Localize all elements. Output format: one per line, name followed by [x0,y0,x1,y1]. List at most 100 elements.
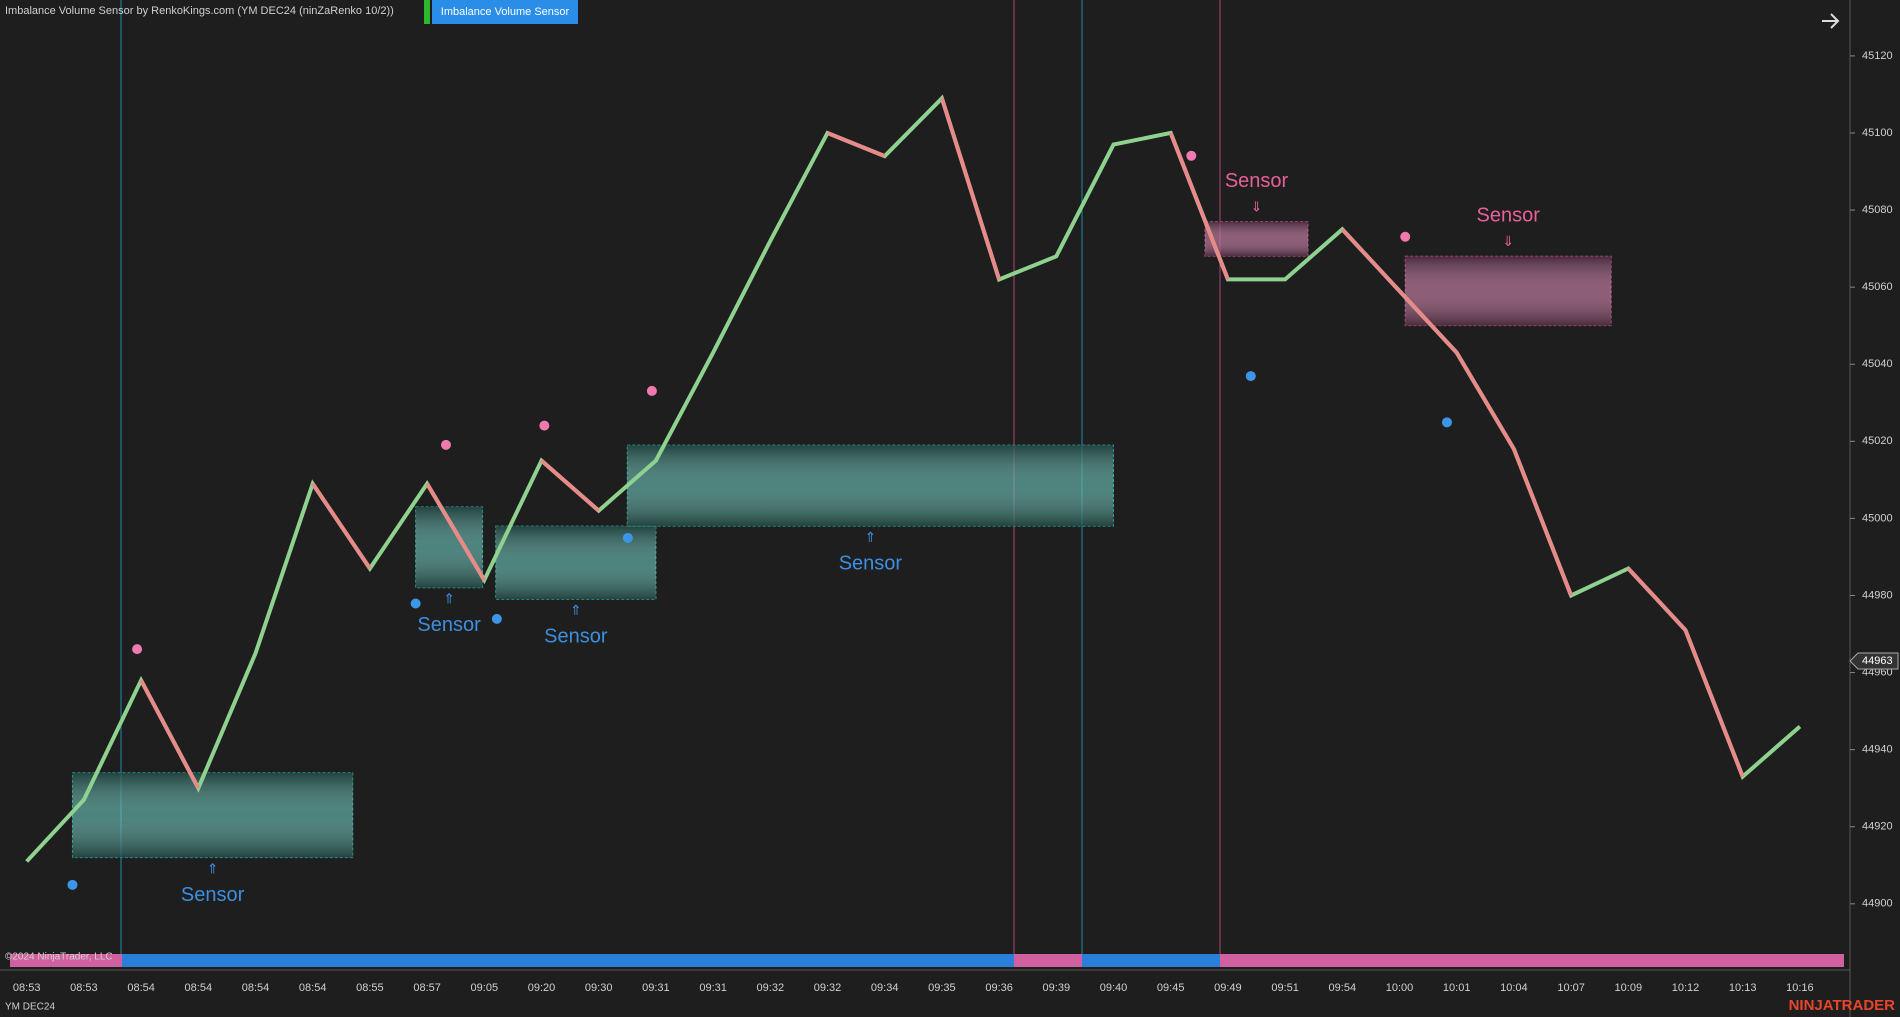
instrument: YM DEC24 [5,1002,55,1013]
signal-dot [491,613,502,624]
trend-strip [1220,954,1844,967]
x-tick-label: 09:30 [585,982,613,994]
x-tick-label: 09:35 [928,982,956,994]
last-price-label: 44963 [1862,655,1893,667]
x-tick-label: 10:16 [1786,982,1814,994]
y-tick-label: 44940 [1862,744,1893,756]
x-tick-label: 09:34 [871,982,899,994]
signal-dot [539,420,550,431]
x-tick-label: 08:53 [70,982,98,994]
x-tick-label: 09:40 [1100,982,1128,994]
signal-dot [440,439,451,450]
down-segment [826,131,886,158]
y-tick-label: 44980 [1862,589,1893,601]
zone-band [627,445,1114,527]
x-tick-label: 09:51 [1271,982,1299,994]
down-segment [1340,227,1401,293]
x-tick-label: 10:04 [1500,982,1528,994]
down-segment [425,482,487,582]
x-tick-label: 09:31 [699,982,727,994]
down-segment [939,97,1002,281]
signal-dot [132,644,143,655]
x-tick-label: 08:54 [299,982,327,994]
zone-label: Sensor [544,626,608,648]
x-tick-label: 08:54 [242,982,270,994]
x-tick-label: 08:54 [127,982,155,994]
zone-arrow: ⇓ [1502,233,1514,249]
x-tick-label: 10:07 [1557,982,1585,994]
signal-dot [410,598,421,609]
zone-arrow: ⇑ [207,860,219,876]
chart-title: Imbalance Volume Sensor by RenkoKings.co… [5,5,394,17]
x-tick-label: 09:32 [757,982,785,994]
zone-label: Sensor [1225,170,1289,192]
x-tick-label: 10:13 [1729,982,1757,994]
indicator-button[interactable] [432,0,578,24]
signal-dot [1186,150,1197,161]
x-tick-label: 09:45 [1157,982,1185,994]
x-tick-label: 09:39 [1043,982,1071,994]
signal-dot [622,532,633,543]
down-segment [1512,448,1573,597]
x-tick-label: 08:53 [13,982,41,994]
signal-dot [1441,417,1452,428]
trend-strip [10,954,122,967]
trend-strip [1082,954,1220,967]
down-segment [311,482,372,570]
down-segment [540,459,601,513]
y-tick-label: 45100 [1862,127,1893,139]
x-tick-label: 08:55 [356,982,384,994]
x-tick-label: 10:09 [1615,982,1643,994]
y-tick-label: 44900 [1862,898,1893,910]
down-segment [1398,289,1459,355]
x-tick-label: 09:05 [471,982,499,994]
x-tick-label: 10:01 [1443,982,1471,994]
signal-dot [646,385,657,396]
down-segment [1454,351,1516,451]
x-tick-label: 09:20 [528,982,556,994]
trend-strip [122,954,1014,967]
y-tick-label: 45040 [1862,358,1893,370]
y-tick-label: 45060 [1862,281,1893,293]
x-tick-label: 08:57 [413,982,441,994]
y-tick-label: 45020 [1862,435,1893,447]
indicator-button-label[interactable]: Imbalance Volume Sensor [441,6,570,18]
copyright: ©2024 NinjaTrader, LLC [5,952,113,963]
zone-arrow: ⇑ [570,602,582,618]
down-segment [1626,567,1687,632]
y-tick-label: 45080 [1862,204,1893,216]
x-tick-label: 09:49 [1214,982,1242,994]
zone-arrow: ⇑ [865,529,877,545]
y-tick-label: 45120 [1862,50,1893,62]
zone-band [72,772,353,858]
y-tick-label: 44920 [1862,821,1893,833]
x-tick-label: 10:00 [1386,982,1414,994]
y-tick-label: 45000 [1862,512,1893,524]
x-tick-label: 08:54 [185,982,213,994]
indicator-marker [424,0,430,24]
signal-dot [1245,371,1256,382]
zone-arrow: ⇑ [443,590,455,606]
signal-dot [1400,231,1411,242]
down-segment [1683,629,1745,778]
x-tick-label: 09:32 [814,982,842,994]
zone-label: Sensor [181,884,245,906]
zone-band [1205,221,1308,257]
x-tick-label: 09:54 [1329,982,1357,994]
x-tick-label: 09:36 [985,982,1013,994]
trend-strip [1014,954,1082,967]
zone-band [1405,256,1612,326]
down-segment [139,679,201,790]
zone-label: Sensor [839,552,903,574]
down-segment [1168,132,1230,281]
zone-label: Sensor [1476,205,1540,227]
zone-arrow: ⇓ [1251,198,1263,214]
x-tick-label: 09:31 [642,982,670,994]
arrow-icon[interactable] [1822,13,1840,29]
brand: NINJATRADER [1789,997,1896,1014]
last-price-tag [1849,652,1899,670]
x-tick-label: 10:12 [1672,982,1700,994]
signal-dot [67,879,78,890]
